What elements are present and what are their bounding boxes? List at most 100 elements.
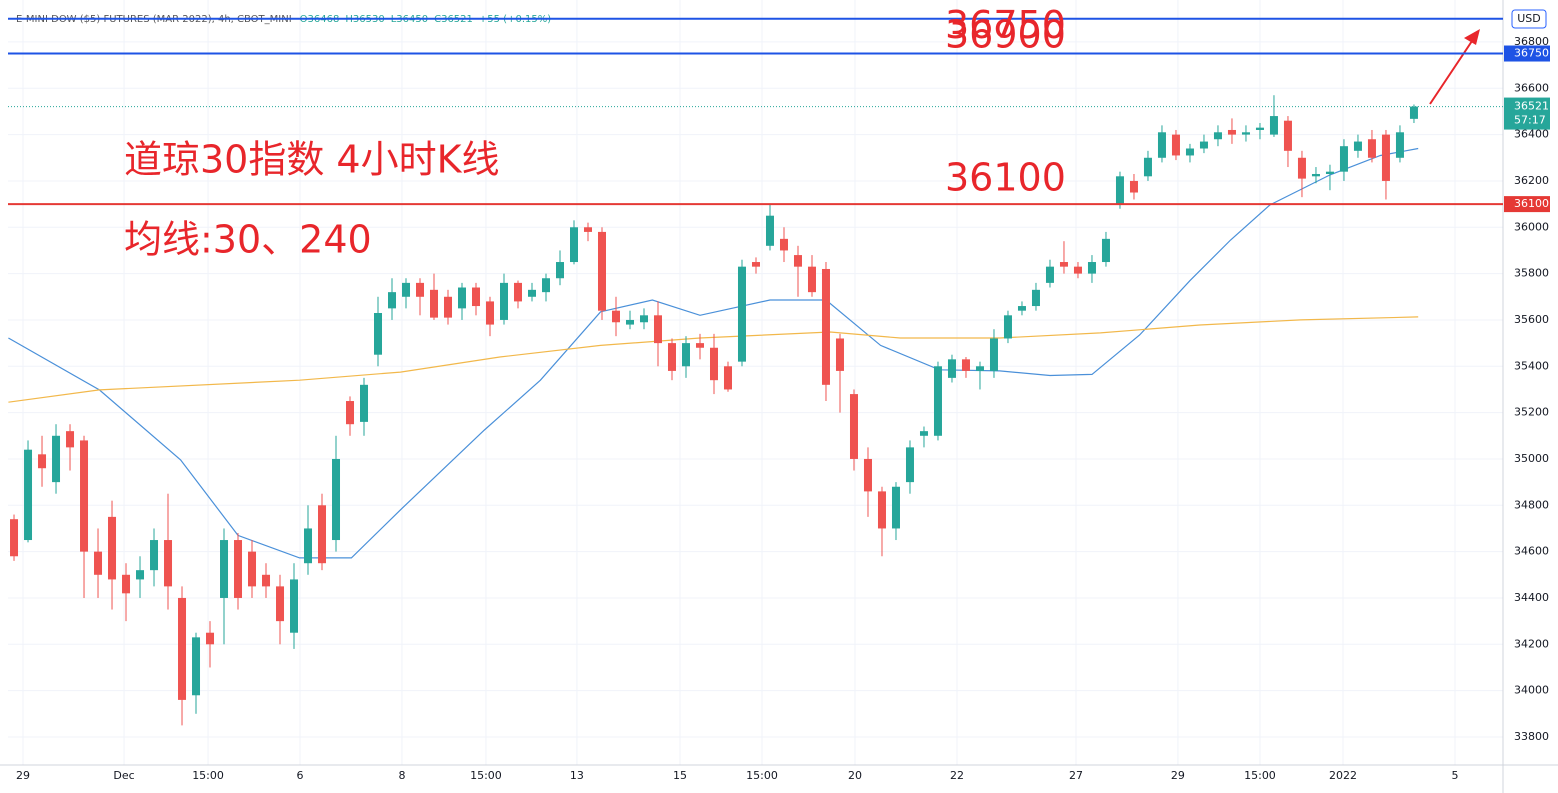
y-tick-label: 36400: [1514, 128, 1549, 141]
currency-box[interactable]: [1511, 9, 1547, 29]
y-tick-label: 36000: [1514, 220, 1549, 233]
candle-body: [1311, 173, 1320, 177]
candle-body: [262, 574, 271, 587]
x-tick-label: 15: [673, 769, 687, 782]
candle-body: [709, 347, 718, 381]
candle-body: [961, 359, 970, 371]
candle-body: [220, 540, 229, 598]
candle-body: [248, 551, 257, 587]
x-tick-label: 15:00: [746, 769, 778, 782]
price-badge: [1504, 196, 1550, 213]
candle-body: [80, 440, 89, 552]
currency[interactable]: USD: [1517, 12, 1541, 25]
candle-body: [332, 458, 341, 541]
candle-body: [1269, 116, 1278, 135]
candle-body: [1045, 266, 1054, 283]
x-tick-label: 15:00: [1244, 769, 1276, 782]
candle-body: [1283, 120, 1292, 151]
candle-body: [388, 292, 397, 309]
candle-body: [290, 579, 299, 633]
candle-body: [346, 401, 355, 425]
candle-body: [276, 586, 285, 622]
x-tick-label: 29: [16, 769, 30, 782]
candle-body: [1227, 129, 1236, 135]
level-annotation: 36750: [945, 3, 1066, 47]
candle-body: [1059, 262, 1068, 267]
candle-body: [905, 447, 914, 483]
y-tick-label: 36600: [1514, 81, 1549, 94]
candle-body: [667, 343, 676, 371]
arrow: [1429, 37, 1475, 105]
y-tick-label: 35600: [1514, 313, 1549, 326]
arrow-head: [1464, 29, 1480, 45]
candle-body: [1143, 157, 1152, 177]
candle-body: [513, 282, 522, 302]
plot: [8, 95, 1419, 726]
candle-body: [178, 597, 187, 700]
y-tick-label: 36200: [1514, 174, 1549, 187]
candle-body: [1003, 315, 1012, 339]
candle-body: [807, 266, 816, 293]
candle-body: [38, 454, 47, 469]
title: 道琼30指数 4小时K线: [124, 138, 500, 182]
candle-body: [989, 338, 998, 371]
y-tick-label: 36800: [1514, 35, 1549, 48]
level-annotation: 36900: [945, 12, 1066, 56]
candle-body: [975, 366, 984, 371]
candle-body: [206, 632, 215, 645]
candle-body: [1255, 127, 1264, 130]
y-tick-label: 34600: [1514, 545, 1549, 558]
candle-body: [625, 319, 634, 325]
candle-body: [933, 366, 942, 436]
candle-body: [653, 315, 662, 344]
candle-body: [94, 551, 103, 575]
subtitle: 均线:30、240: [124, 218, 372, 262]
candle-body: [1017, 306, 1026, 311]
price-badge: [1504, 45, 1550, 62]
x-tick-label: 6: [297, 769, 304, 782]
candle-body: [318, 505, 327, 564]
y-tick-label: 35800: [1514, 267, 1549, 280]
candle-body: [919, 431, 928, 436]
x-tick-label: Dec: [113, 769, 134, 782]
candle-body: [1101, 238, 1110, 263]
candle-body: [164, 540, 173, 587]
candle-body: [1157, 132, 1166, 158]
candle-body: [793, 255, 802, 267]
grid: [8, 0, 1503, 765]
y-tick-label: 33800: [1514, 730, 1549, 743]
candle-body: [234, 540, 243, 598]
candle-body: [360, 384, 369, 422]
candle-body: [24, 449, 33, 541]
candle-body: [402, 282, 411, 297]
x-tick-label: 22: [950, 769, 964, 782]
level-annotation: 36100: [945, 156, 1066, 200]
candle-body: [1115, 176, 1124, 205]
candle-body: [695, 343, 704, 348]
candle-body: [192, 637, 201, 696]
candle-body: [150, 540, 159, 571]
candle-body: [122, 574, 131, 594]
y-tick-label: 34000: [1514, 684, 1549, 697]
candle-body: [821, 268, 830, 385]
candle-body: [779, 238, 788, 251]
price-badge-label: 36100: [1514, 197, 1549, 210]
x-tick-label: 27: [1069, 769, 1083, 782]
candle-body: [639, 315, 648, 323]
candle-body: [472, 287, 481, 307]
candle-body: [863, 458, 872, 492]
candle-body: [1409, 106, 1418, 119]
candle-body: [765, 215, 774, 246]
candle-body: [947, 359, 956, 378]
candle-body: [1073, 266, 1082, 274]
candle-body: [1185, 148, 1194, 156]
candle-body: [877, 491, 886, 529]
candle-body: [10, 519, 19, 557]
candle-body: [66, 431, 75, 448]
x-tick-label: 2022: [1329, 769, 1357, 782]
candle-body: [1241, 132, 1250, 135]
candle-body: [835, 338, 844, 371]
candle-body: [1325, 171, 1334, 174]
candle-body: [541, 278, 550, 293]
x-tick-label: 8: [398, 769, 405, 782]
